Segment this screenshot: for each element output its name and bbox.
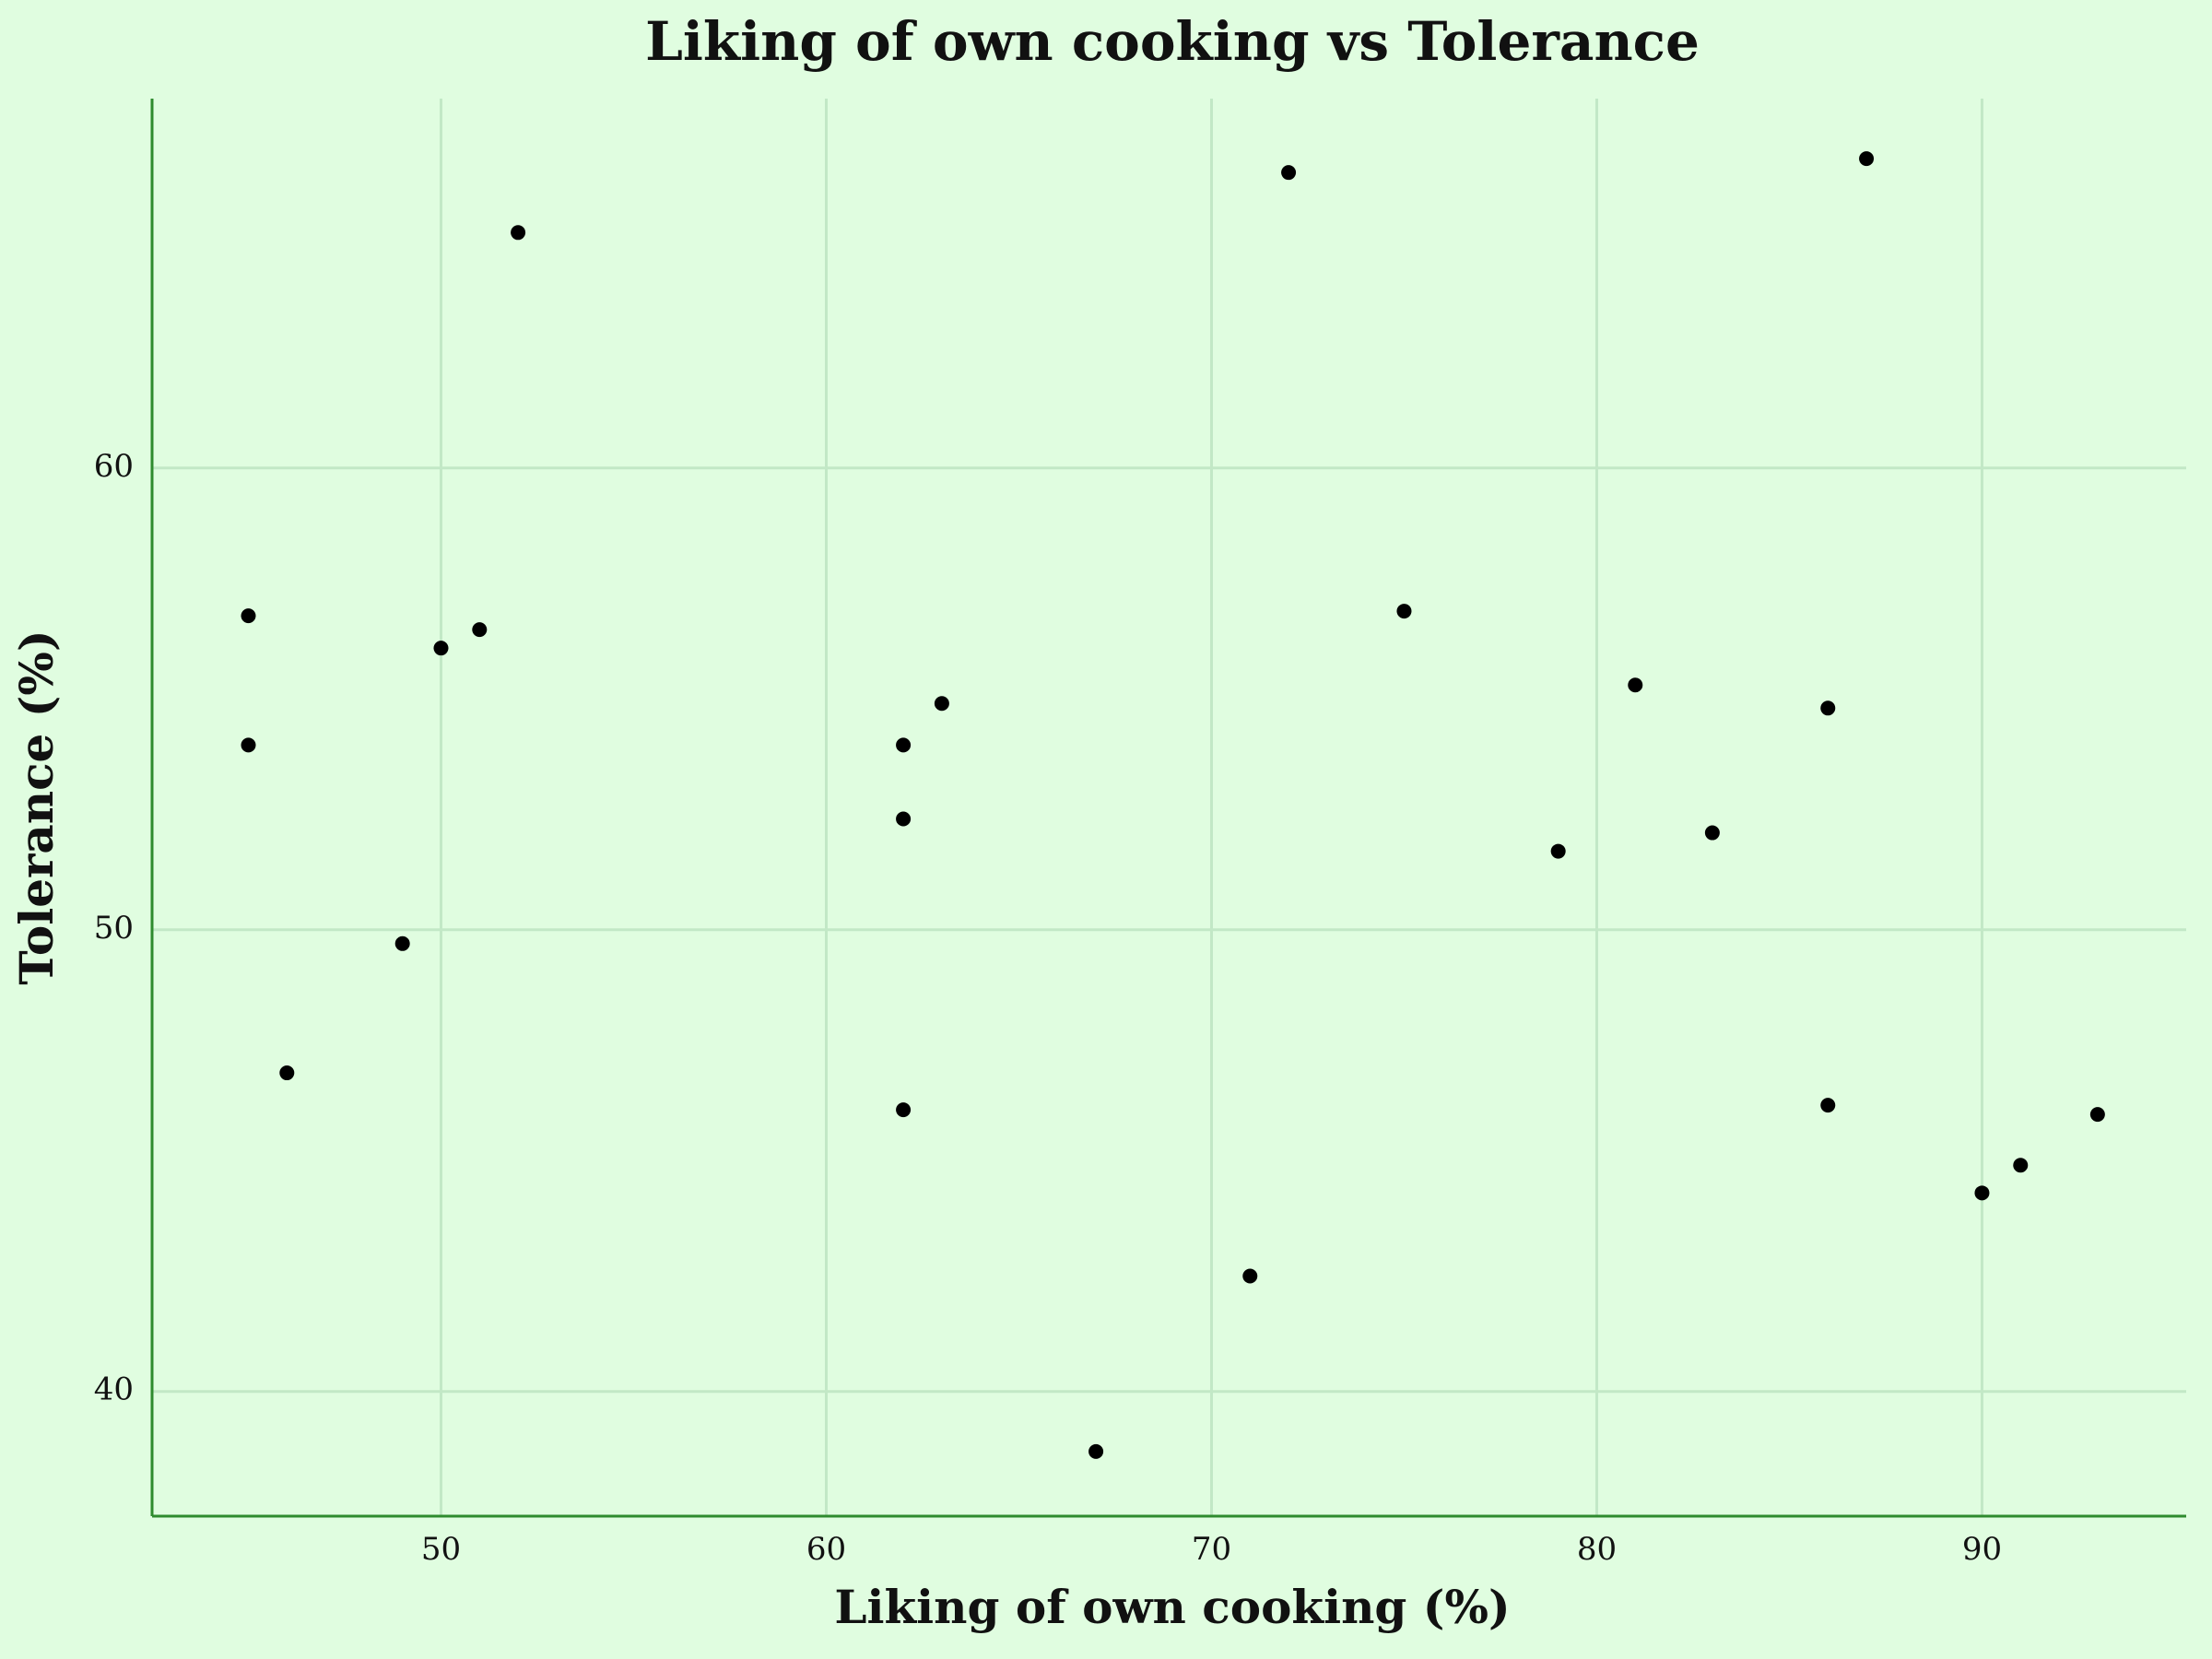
y-tick-label: 40 bbox=[94, 1371, 134, 1408]
point bbox=[394, 935, 410, 951]
y-tick-label: 60 bbox=[94, 448, 134, 485]
point bbox=[934, 696, 949, 712]
y-axis-label: Tolerance (%) bbox=[9, 629, 64, 984]
point bbox=[896, 737, 912, 753]
x-tick-label: 50 bbox=[421, 1531, 461, 1568]
point bbox=[1704, 825, 1720, 841]
x-tick-label: 70 bbox=[1192, 1531, 1231, 1568]
point bbox=[1396, 604, 1412, 619]
point bbox=[1628, 677, 1643, 693]
point bbox=[1088, 1443, 1104, 1459]
point bbox=[1242, 1268, 1258, 1284]
chart-title: Liking of own cooking vs Tolerance bbox=[645, 10, 1700, 73]
point bbox=[241, 608, 256, 624]
point bbox=[511, 225, 526, 241]
point bbox=[1281, 165, 1297, 181]
y-tick-label: 50 bbox=[94, 910, 134, 947]
point bbox=[472, 622, 488, 638]
point bbox=[896, 811, 912, 827]
point bbox=[433, 641, 449, 656]
x-tick-label: 90 bbox=[1962, 1531, 2002, 1568]
point bbox=[279, 1065, 295, 1081]
point bbox=[241, 737, 256, 753]
point bbox=[1974, 1185, 1990, 1201]
point bbox=[1859, 151, 1875, 167]
point bbox=[896, 1102, 912, 1118]
point bbox=[2089, 1107, 2105, 1123]
point bbox=[1550, 843, 1566, 859]
x-tick-label: 60 bbox=[806, 1531, 846, 1568]
point bbox=[1820, 1098, 1836, 1113]
x-axis-label: Liking of own cooking (%) bbox=[834, 1580, 1510, 1634]
x-tick-label: 80 bbox=[1577, 1531, 1617, 1568]
point bbox=[2013, 1158, 2029, 1173]
point bbox=[1820, 700, 1836, 716]
